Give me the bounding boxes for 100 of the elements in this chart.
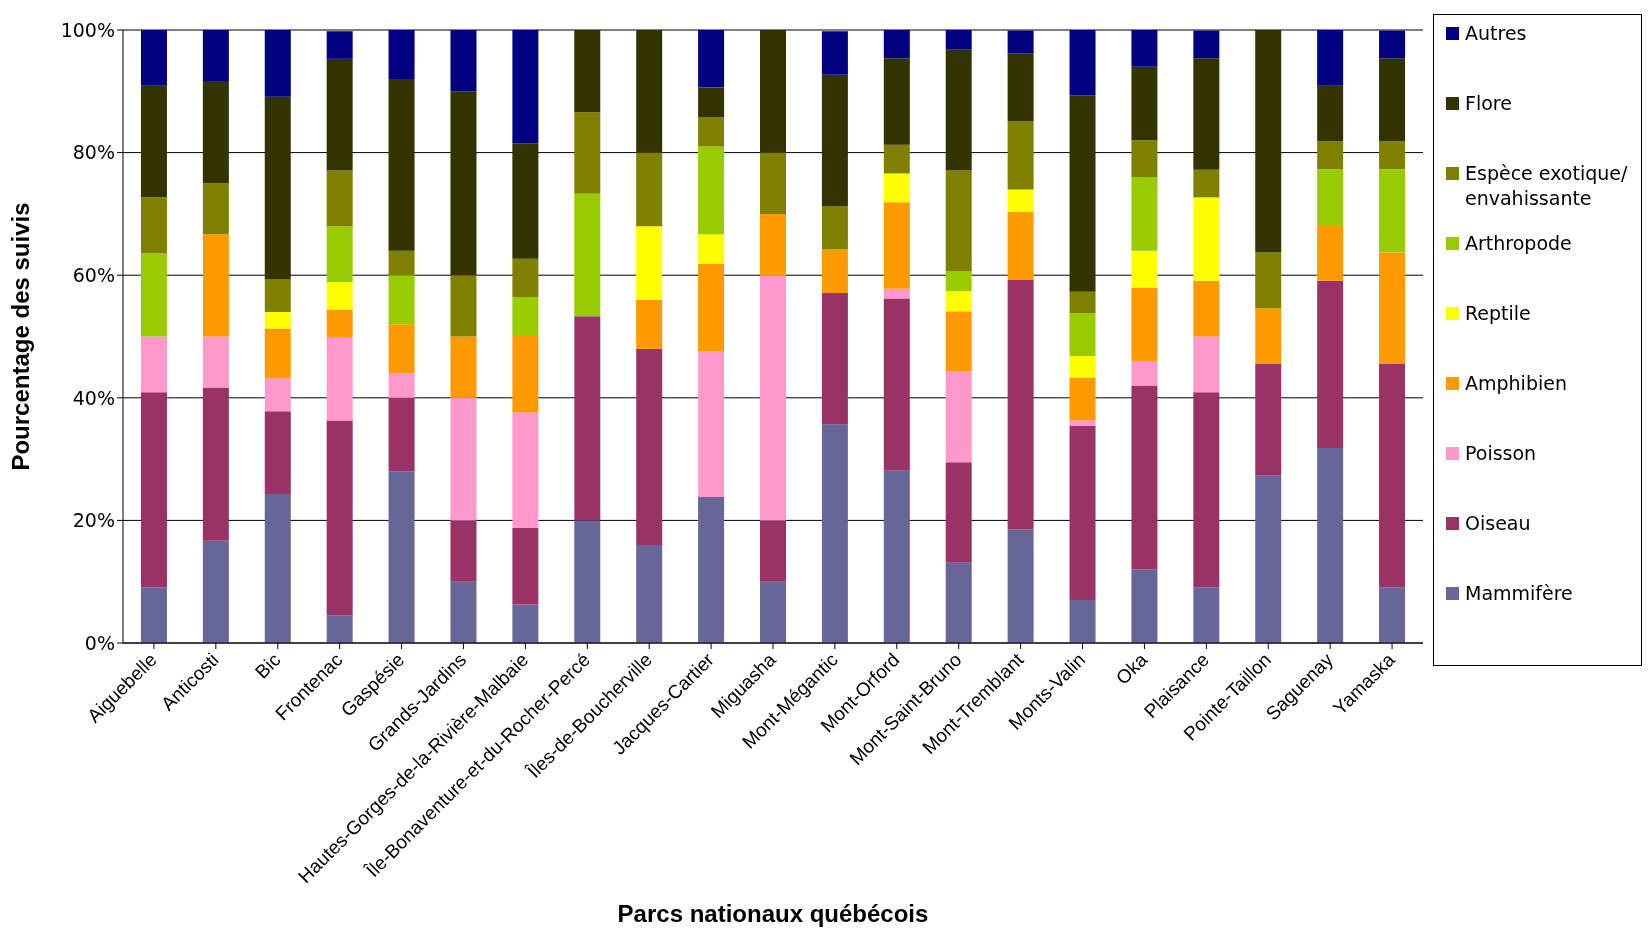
bar bbox=[264, 278, 291, 312]
legend-label: Poisson bbox=[1465, 441, 1537, 466]
bar bbox=[1255, 252, 1282, 309]
bar bbox=[202, 183, 229, 235]
bar bbox=[1317, 224, 1344, 281]
bar bbox=[1317, 448, 1344, 643]
bar bbox=[264, 494, 291, 643]
bar bbox=[1007, 189, 1034, 213]
bar bbox=[1193, 336, 1220, 393]
bar bbox=[1379, 30, 1406, 59]
bar bbox=[636, 152, 663, 227]
bar bbox=[821, 31, 848, 75]
bar bbox=[140, 85, 167, 198]
bar bbox=[388, 324, 415, 374]
bar bbox=[760, 275, 786, 521]
bar bbox=[1255, 475, 1282, 643]
bar bbox=[388, 275, 415, 325]
bar bbox=[1069, 30, 1096, 96]
bar bbox=[326, 226, 353, 282]
bar bbox=[264, 311, 291, 329]
bar bbox=[883, 173, 910, 203]
bar bbox=[388, 397, 415, 472]
bar bbox=[140, 392, 167, 588]
bar bbox=[450, 30, 477, 92]
bar bbox=[883, 470, 910, 643]
bar bbox=[883, 58, 910, 145]
x-axis-title: Parcs nationaux québécois bbox=[617, 900, 929, 928]
bar bbox=[945, 291, 972, 312]
bar bbox=[140, 587, 167, 643]
bar bbox=[202, 234, 229, 337]
bar bbox=[1069, 377, 1096, 421]
bar bbox=[1131, 30, 1158, 67]
bar bbox=[1069, 356, 1096, 378]
bar bbox=[1193, 587, 1220, 643]
bar bbox=[698, 263, 725, 352]
bar bbox=[945, 49, 972, 171]
bar bbox=[512, 258, 539, 298]
bar bbox=[1007, 30, 1034, 54]
bar bbox=[883, 144, 910, 174]
bar bbox=[698, 117, 725, 147]
legend-label: Mammifère bbox=[1465, 581, 1573, 606]
bar bbox=[945, 30, 972, 50]
bar bbox=[1069, 600, 1096, 643]
bar bbox=[202, 80, 229, 184]
bar bbox=[450, 91, 477, 276]
bar bbox=[388, 471, 415, 643]
bar bbox=[1007, 121, 1034, 190]
bar bbox=[945, 371, 972, 463]
bar bbox=[574, 316, 601, 521]
bar bbox=[821, 292, 848, 425]
bar bbox=[945, 270, 972, 292]
bar bbox=[883, 30, 910, 59]
bar bbox=[1193, 58, 1220, 170]
bar bbox=[883, 298, 910, 471]
legend-label: Arthropode bbox=[1465, 231, 1572, 256]
bar bbox=[636, 30, 663, 153]
y-tick-label: 40% bbox=[72, 386, 115, 409]
bar bbox=[821, 249, 848, 293]
y-tick-label: 80% bbox=[72, 141, 115, 164]
bar bbox=[1379, 169, 1406, 253]
bar bbox=[140, 336, 167, 393]
bar bbox=[1193, 30, 1220, 59]
bar bbox=[760, 30, 786, 153]
bar bbox=[1193, 197, 1220, 281]
bar bbox=[140, 197, 167, 254]
bar bbox=[388, 373, 415, 398]
legend-label: Autres bbox=[1465, 21, 1527, 46]
bar bbox=[883, 288, 910, 299]
bar bbox=[326, 58, 353, 171]
bar bbox=[574, 520, 601, 643]
bar bbox=[512, 604, 539, 643]
bar bbox=[388, 30, 415, 80]
bar bbox=[450, 581, 477, 643]
bar bbox=[326, 420, 353, 616]
bar bbox=[1193, 169, 1220, 198]
bar bbox=[1007, 212, 1034, 281]
bar bbox=[1131, 361, 1158, 386]
bar bbox=[388, 250, 415, 276]
bar bbox=[760, 581, 786, 643]
bar bbox=[636, 348, 663, 545]
bar bbox=[202, 540, 229, 643]
bar bbox=[1131, 250, 1158, 288]
bar bbox=[636, 226, 663, 300]
bar bbox=[450, 275, 477, 337]
bar bbox=[1131, 287, 1158, 362]
bar bbox=[821, 205, 848, 250]
bar bbox=[1193, 280, 1220, 337]
bar bbox=[1379, 587, 1406, 643]
legend-label: Oiseau bbox=[1465, 511, 1531, 536]
bar bbox=[945, 311, 972, 372]
bar bbox=[1007, 280, 1034, 530]
bar bbox=[264, 30, 291, 97]
legend-label: Flore bbox=[1465, 91, 1512, 116]
bar bbox=[760, 152, 786, 214]
bar bbox=[1069, 313, 1096, 357]
bar bbox=[1069, 426, 1096, 601]
bar bbox=[698, 87, 725, 118]
bar bbox=[450, 520, 477, 582]
bar bbox=[326, 170, 353, 227]
bar bbox=[760, 520, 786, 582]
